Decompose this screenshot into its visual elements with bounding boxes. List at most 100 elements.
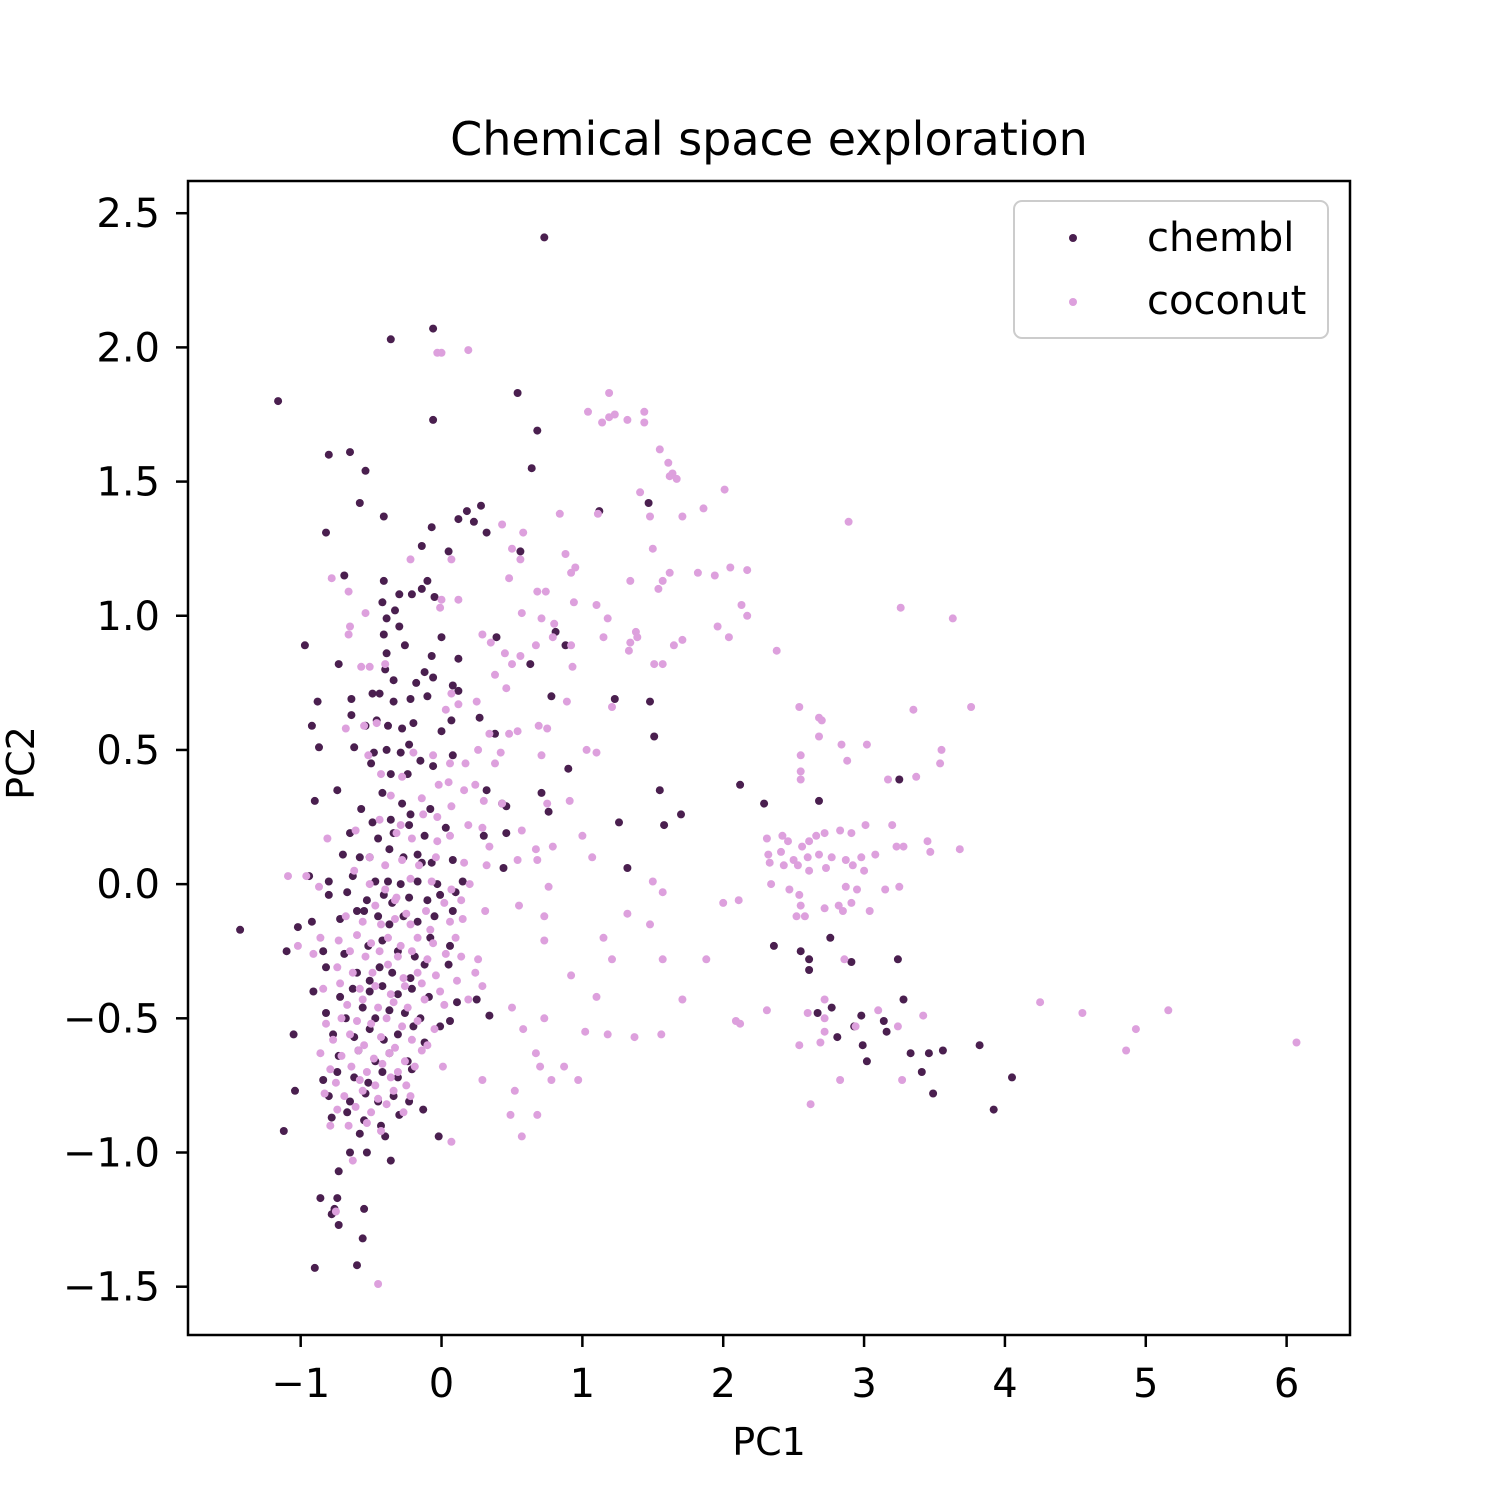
data-point-coconut	[926, 847, 935, 856]
data-point-coconut	[293, 941, 302, 950]
data-point-chembl	[393, 990, 402, 999]
data-point-chembl	[437, 727, 446, 736]
data-point-chembl	[405, 821, 414, 830]
data-point-chembl	[343, 1108, 352, 1117]
data-point-coconut	[460, 786, 469, 795]
data-point-chembl	[293, 923, 302, 932]
data-point-coconut	[377, 1127, 385, 1135]
data-point-chembl	[291, 1086, 299, 1095]
data-point-chembl	[236, 925, 245, 934]
data-point-chembl	[368, 689, 377, 698]
data-point-coconut	[812, 831, 821, 840]
data-point-coconut	[423, 1041, 432, 1050]
data-point-coconut	[374, 1094, 383, 1103]
data-point-coconut	[531, 845, 540, 854]
data-point-chembl	[338, 850, 347, 859]
data-point-coconut	[436, 987, 445, 996]
data-point-coconut	[578, 831, 587, 840]
data-point-chembl	[429, 762, 438, 771]
x-tick-label: −1	[271, 1361, 330, 1407]
data-point-coconut	[540, 1014, 549, 1023]
data-point-coconut	[358, 917, 367, 926]
data-point-chembl	[322, 963, 330, 972]
data-point-chembl	[441, 823, 450, 832]
legend-marker-coconut	[1069, 298, 1077, 306]
data-point-chembl	[1008, 1073, 1016, 1082]
data-point-coconut	[472, 697, 481, 706]
data-point-chembl	[413, 917, 422, 926]
data-point-coconut	[567, 568, 576, 577]
data-point-chembl	[388, 968, 397, 977]
data-point-coconut	[361, 609, 370, 618]
data-point-chembl	[355, 853, 364, 862]
data-point-coconut	[693, 568, 702, 577]
y-tick-label: −1.0	[63, 1131, 160, 1177]
data-point-coconut	[393, 1068, 402, 1076]
data-point-coconut	[346, 622, 354, 631]
data-point-coconut	[358, 995, 367, 1004]
data-point-coconut	[541, 587, 550, 596]
data-point-coconut	[399, 1108, 408, 1117]
data-point-chembl	[274, 397, 283, 406]
data-point-coconut	[360, 1041, 369, 1050]
data-point-coconut	[333, 1105, 342, 1114]
data-point-coconut	[919, 1011, 928, 1020]
data-point-coconut	[862, 740, 871, 749]
data-point-chembl	[396, 748, 405, 757]
y-tick-label: 0.0	[96, 862, 160, 908]
data-point-chembl	[398, 799, 407, 808]
data-point-coconut	[386, 990, 395, 999]
data-point-chembl	[384, 721, 392, 730]
data-point-coconut	[433, 348, 442, 357]
data-point-chembl	[409, 719, 418, 728]
data-point-coconut	[326, 1065, 335, 1074]
data-point-coconut	[836, 826, 845, 835]
data-point-coconut	[678, 512, 687, 521]
data-point-chembl	[358, 1003, 367, 1012]
data-point-chembl	[429, 324, 438, 333]
data-point-coconut	[451, 933, 460, 942]
data-point-coconut	[431, 971, 440, 980]
data-point-coconut	[478, 823, 487, 832]
data-point-coconut	[816, 1038, 825, 1047]
data-point-coconut	[478, 1076, 487, 1084]
data-point-chembl	[544, 807, 553, 816]
data-point-coconut	[565, 796, 574, 805]
y-tick-label: 0.5	[96, 728, 160, 774]
data-point-coconut	[519, 1025, 528, 1034]
data-point-coconut	[710, 571, 719, 580]
data-point-coconut	[605, 389, 614, 397]
data-point-coconut	[848, 861, 857, 870]
data-point-coconut	[789, 856, 798, 864]
data-point-coconut	[672, 474, 681, 483]
data-point-coconut	[505, 729, 514, 738]
data-point-coconut	[400, 1057, 409, 1066]
data-point-coconut	[896, 603, 905, 612]
data-point-chembl	[413, 877, 422, 886]
data-point-coconut	[517, 609, 526, 618]
data-point-coconut	[344, 1121, 353, 1130]
data-point-chembl	[537, 788, 546, 797]
data-point-coconut	[548, 633, 557, 642]
data-point-coconut	[593, 509, 602, 518]
data-point-coconut	[827, 853, 836, 862]
data-point-coconut	[389, 1086, 398, 1095]
data-point-chembl	[336, 992, 345, 1001]
data-point-chembl	[315, 743, 323, 752]
data-point-chembl	[989, 1105, 998, 1114]
data-point-coconut	[874, 1006, 883, 1015]
data-point-coconut	[736, 1019, 745, 1028]
data-point-chembl	[513, 389, 522, 397]
data-point-coconut	[436, 603, 445, 612]
data-point-coconut	[485, 729, 494, 738]
data-point-chembl	[385, 845, 394, 854]
data-point-chembl	[448, 751, 457, 760]
data-point-chembl	[615, 818, 623, 827]
data-point-coconut	[353, 1017, 361, 1025]
data-point-coconut	[478, 982, 487, 991]
data-point-chembl	[482, 528, 491, 537]
data-point-chembl	[346, 1097, 354, 1106]
data-point-coconut	[341, 724, 350, 733]
data-point-coconut	[341, 912, 350, 921]
data-point-coconut	[465, 880, 474, 889]
